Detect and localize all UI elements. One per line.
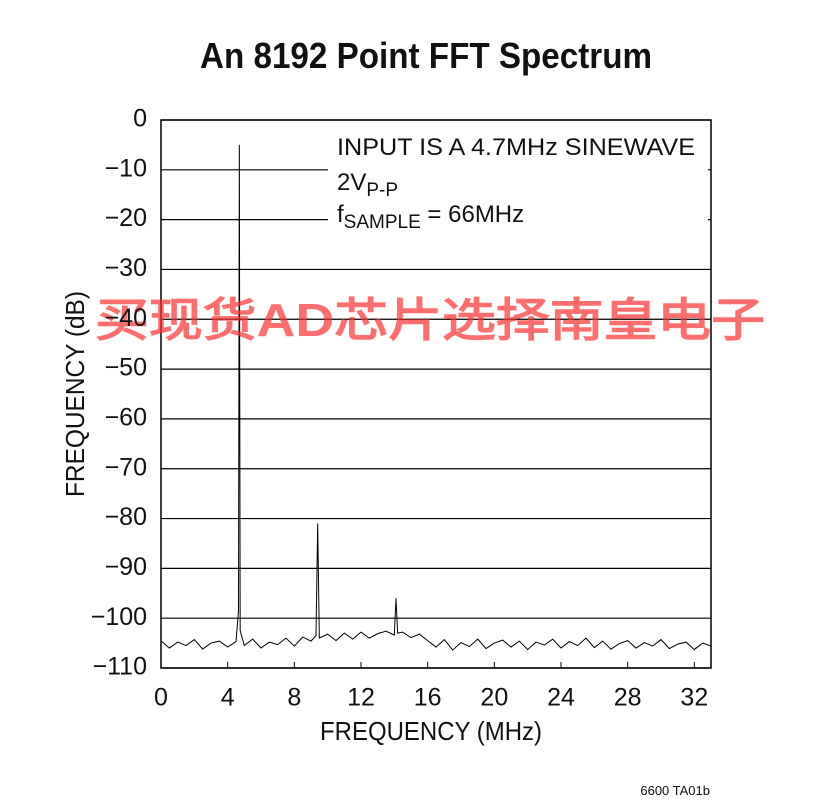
y-tick-label: −50 xyxy=(105,354,147,382)
y-tick-label: −80 xyxy=(105,503,147,531)
y-tick-label: −60 xyxy=(105,404,147,432)
spectrum-line xyxy=(160,144,712,651)
y-tick-label: −70 xyxy=(105,453,147,481)
annotation-text: f xyxy=(337,201,344,228)
x-tick-label: 28 xyxy=(614,684,642,712)
x-tick-label: 20 xyxy=(480,684,508,712)
footnote: 6600 TA01b xyxy=(640,783,710,798)
plot xyxy=(160,144,712,651)
y-tick-label: −90 xyxy=(105,553,147,581)
y-tick-label: −110 xyxy=(93,653,147,681)
x-tick-label: 12 xyxy=(347,684,375,712)
x-tick-label: 32 xyxy=(680,684,708,712)
y-tick-label: −10 xyxy=(105,154,147,182)
annotation-text: 2V xyxy=(337,169,366,196)
x-tick-label: 16 xyxy=(414,684,442,712)
annotation: INPUT IS A 4.7MHz SINEWAVE xyxy=(337,134,695,161)
annotation-background xyxy=(328,124,708,234)
annotation: 2VP-P xyxy=(337,169,398,201)
x-axis-title: FREQUENCY (MHz) xyxy=(320,716,542,746)
plot-frame xyxy=(160,119,712,669)
annotation-subscript: P-P xyxy=(366,180,398,201)
x-tick-label: 24 xyxy=(547,684,575,712)
watermark: 买现货AD芯片选择南皇电子 xyxy=(95,294,765,346)
x-tick-label: 0 xyxy=(154,684,168,712)
y-tick-label: 0 xyxy=(133,105,147,133)
y-tick-label: −20 xyxy=(105,204,147,232)
annotation-text: = 66MHz xyxy=(421,201,524,228)
x-tick-label: 4 xyxy=(221,684,235,712)
y-tick-label: −30 xyxy=(105,254,147,282)
y-axis-title: FREQUENCY (dB) xyxy=(60,291,90,497)
y-tick-label: −100 xyxy=(91,603,147,631)
chart-title: An 8192 Point FFT Spectrum xyxy=(200,35,652,76)
x-tick-label: 8 xyxy=(287,684,301,712)
annotation-subscript: SAMPLE xyxy=(344,212,421,233)
y-tick-label: −40 xyxy=(105,304,147,332)
annotation: fSAMPLE = 66MHz xyxy=(337,201,524,233)
